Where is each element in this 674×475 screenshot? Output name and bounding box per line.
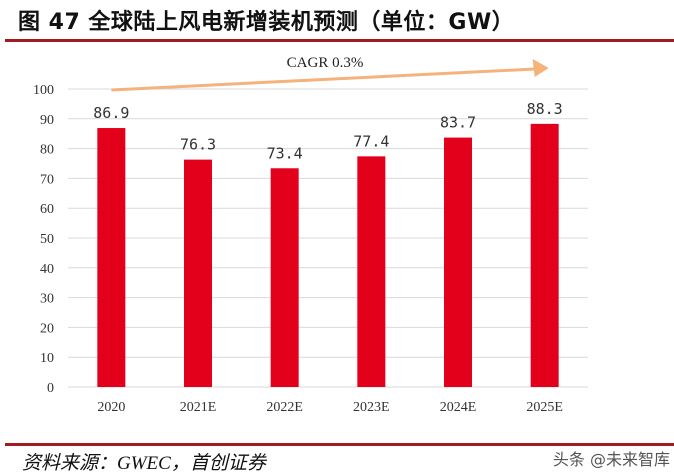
x-tick-label: 2021E (180, 400, 217, 415)
bar (97, 128, 126, 387)
bar (444, 137, 472, 387)
y-tick-label: 40 (40, 262, 54, 277)
y-tick-label: 80 (40, 143, 54, 158)
y-tick-label: 60 (40, 202, 54, 217)
source-note: 资料来源：GWEC，首创证券 (22, 453, 266, 474)
cagr-arrow-line (111, 67, 535, 92)
y-tick-label: 100 (33, 83, 54, 98)
x-tick-label: 2022E (266, 400, 303, 415)
figure-title: 图 47 全球陆上风电新增装机预测（单位：GW） (18, 10, 515, 35)
bar (184, 159, 212, 387)
data-label: 76.3 (180, 136, 216, 154)
data-label: 88.3 (527, 100, 563, 118)
y-tick-label: 0 (47, 381, 54, 396)
y-tick-label: 50 (40, 232, 54, 247)
x-tick-label: 2024E (440, 400, 477, 415)
y-tick-label: 70 (40, 172, 54, 187)
bar (530, 123, 559, 387)
bar (357, 156, 386, 387)
x-tick-label: 2020 (97, 400, 125, 415)
watermark: 头条 @未来智库 (552, 450, 670, 469)
x-tick-label: 2023E (353, 400, 390, 415)
y-tick-label: 30 (40, 292, 54, 307)
source-rule (5, 443, 674, 446)
x-tick-label: 2025E (526, 400, 563, 415)
title-rule (5, 39, 674, 42)
data-label: 86.9 (93, 104, 129, 122)
bar (270, 168, 299, 387)
y-tick-label: 20 (40, 321, 54, 336)
cagr-annotation: CAGR 0.3% (287, 55, 364, 71)
data-label: 77.4 (353, 132, 389, 150)
data-label: 73.4 (267, 144, 303, 162)
cagr-arrow-head (532, 59, 549, 77)
data-label: 83.7 (440, 114, 476, 132)
y-tick-label: 90 (40, 113, 54, 128)
y-tick-label: 10 (40, 351, 54, 366)
